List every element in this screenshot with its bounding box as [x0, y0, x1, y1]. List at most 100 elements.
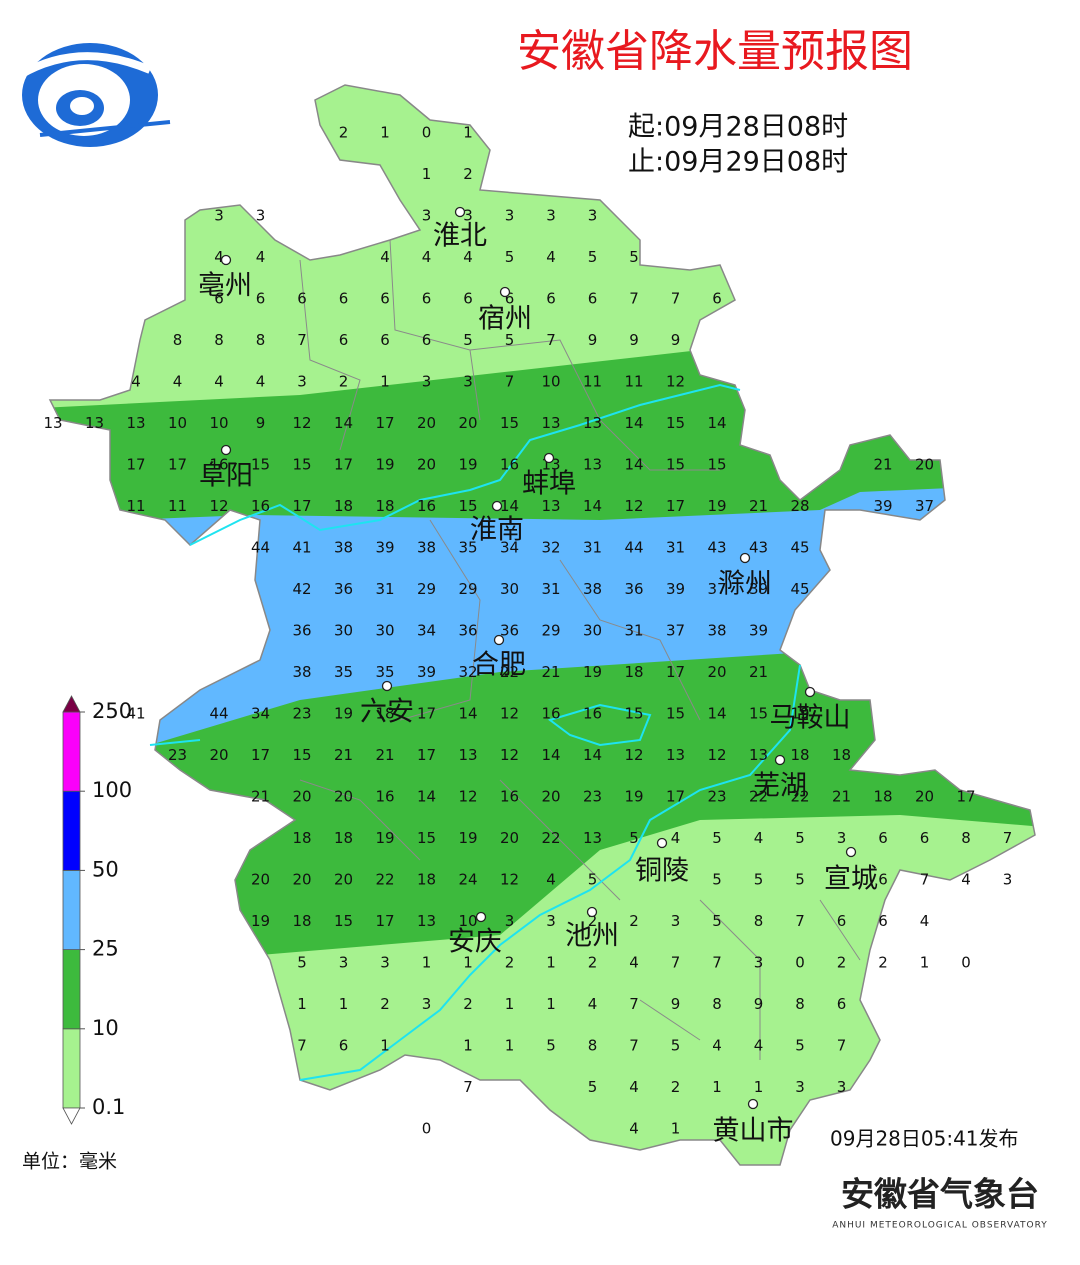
grid-value: 4: [546, 248, 556, 266]
grid-value: 17: [292, 497, 311, 515]
grid-value: 1: [422, 165, 432, 183]
grid-value: 3: [380, 954, 390, 972]
grid-value: 5: [629, 248, 639, 266]
grid-value: 18: [790, 746, 809, 764]
grid-value: 28: [790, 497, 809, 515]
grid-value: 1: [671, 1120, 681, 1138]
legend-label: 100: [92, 778, 132, 802]
grid-value: 3: [837, 829, 847, 847]
grid-value: 4: [214, 248, 224, 266]
grid-value: 6: [546, 290, 556, 308]
grid-value: 17: [417, 705, 436, 723]
grid-value: 2: [588, 912, 598, 930]
grid-value: 21: [541, 663, 560, 681]
grid-value: 37: [707, 580, 726, 598]
city-dot: [499, 286, 511, 298]
legend-swatch: [62, 949, 81, 1030]
grid-value: 5: [754, 871, 764, 889]
city-dot: [747, 1098, 759, 1110]
grid-value: 3: [505, 912, 515, 930]
grid-value: 7: [671, 954, 681, 972]
grid-value: 1: [546, 954, 556, 972]
grid-value: 14: [458, 705, 477, 723]
grid-value: 16: [209, 456, 228, 474]
grid-value: 17: [168, 456, 187, 474]
grid-value: 21: [749, 663, 768, 681]
grid-value: 4: [629, 954, 639, 972]
grid-value: 38: [417, 539, 436, 557]
grid-value: 8: [173, 331, 183, 349]
grid-value: 30: [583, 622, 602, 640]
grid-value: 19: [583, 663, 602, 681]
grid-value: 9: [671, 331, 681, 349]
grid-value: 15: [500, 414, 519, 432]
grid-value: 13: [583, 456, 602, 474]
grid-value: 30: [375, 622, 394, 640]
grid-value: 11: [168, 497, 187, 515]
grid-value: 18: [292, 829, 311, 847]
grid-value: 7: [629, 995, 639, 1013]
grid-value: 17: [417, 746, 436, 764]
city-dot: [739, 552, 751, 564]
grid-value: 45: [790, 580, 809, 598]
grid-value: 1: [463, 124, 473, 142]
grid-value: 31: [666, 539, 685, 557]
grid-value: 4: [131, 373, 141, 391]
grid-value: 20: [458, 414, 477, 432]
grid-value: 2: [339, 124, 349, 142]
grid-value: 10: [209, 414, 228, 432]
legend-cap-bottom: [62, 1107, 81, 1125]
city-name: 六安: [360, 697, 414, 728]
city-name: 黄山市: [713, 1116, 794, 1147]
grid-value: 6: [422, 331, 432, 349]
grid-value: 4: [214, 373, 224, 391]
grid-value: 35: [375, 663, 394, 681]
grid-value: 4: [754, 829, 764, 847]
grid-value: 5: [795, 871, 805, 889]
grid-value: 1: [754, 1078, 764, 1096]
grid-value: 7: [712, 954, 722, 972]
grid-value: 35: [334, 663, 353, 681]
grid-value: 17: [666, 663, 685, 681]
grid-value: 7: [920, 871, 930, 889]
grid-value: 1: [546, 995, 556, 1013]
grid-value: 2: [671, 1078, 681, 1096]
grid-value: 43: [707, 539, 726, 557]
grid-value: 12: [666, 373, 685, 391]
grid-value: 35: [458, 539, 477, 557]
grid-value: 3: [754, 954, 764, 972]
grid-value: 31: [583, 539, 602, 557]
city-dot: [543, 452, 555, 464]
grid-value: 5: [712, 829, 722, 847]
grid-value: 4: [546, 871, 556, 889]
grid-value: 7: [505, 373, 515, 391]
grid-value: 15: [749, 705, 768, 723]
grid-value: 45: [790, 539, 809, 557]
grid-value: 1: [297, 995, 307, 1013]
city-dot: [454, 206, 466, 218]
grid-value: 4: [920, 912, 930, 930]
grid-value: 2: [463, 995, 473, 1013]
org-name-en: ANHUI METEOROLOGICAL OBSERVATORY: [832, 1221, 1048, 1231]
grid-value: 15: [666, 414, 685, 432]
grid-value: 6: [837, 912, 847, 930]
grid-value: 24: [458, 871, 477, 889]
grid-value: 1: [422, 954, 432, 972]
grid-value: 34: [417, 622, 436, 640]
grid-value: 4: [588, 995, 598, 1013]
grid-value: 39: [873, 497, 892, 515]
grid-value: 13: [541, 414, 560, 432]
grid-value: 4: [256, 248, 266, 266]
grid-values: 2 1 0 11 23 3 3 3 3 3 34 4 4 4 4 5 4 5 56 6 6 6 6 6 6 6 6 6 7 7 68 8 8 7 6…: [43, 124, 1012, 1138]
city-name: 阜阳: [199, 461, 253, 492]
grid-value: 3: [297, 373, 307, 391]
grid-value: 15: [334, 912, 353, 930]
grid-value: 36: [334, 580, 353, 598]
grid-value: 16: [375, 788, 394, 806]
grid-value: 12: [458, 788, 477, 806]
grid-value: 4: [629, 1120, 639, 1138]
grid-value: 14: [583, 497, 602, 515]
grid-value: 36: [500, 622, 519, 640]
city-dot: [220, 444, 232, 456]
grid-value: 11: [583, 373, 602, 391]
